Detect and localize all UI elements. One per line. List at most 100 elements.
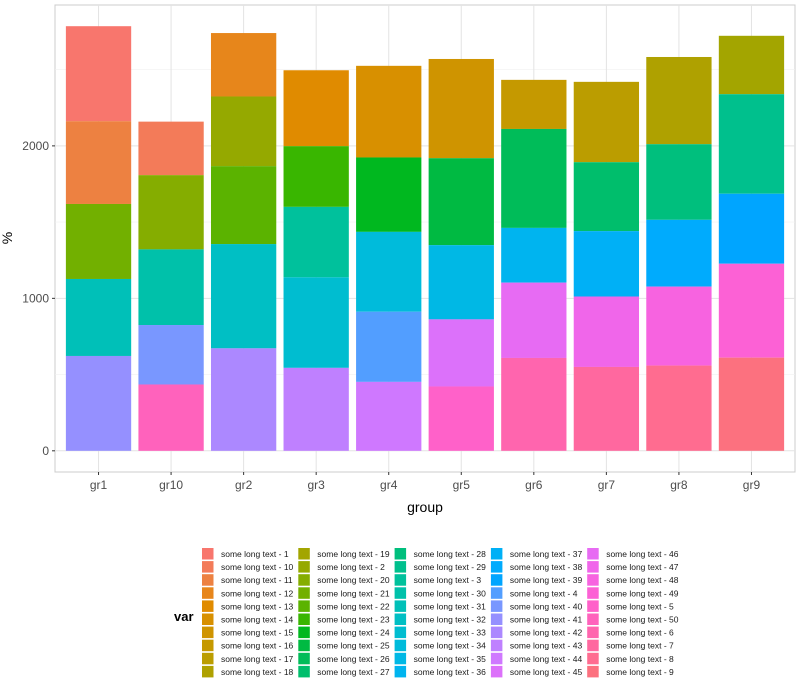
bar-segment-gr10-var-50 — [138, 384, 204, 451]
legend-key — [298, 639, 310, 652]
legend-item: some long text - 29 — [394, 561, 486, 573]
bar-stack-gr4 — [356, 65, 422, 451]
legend-key — [490, 561, 503, 573]
x-tick-label: gr8 — [670, 478, 688, 492]
legend-key — [298, 561, 310, 573]
x-tick-label: gr3 — [308, 478, 326, 492]
legend-item: some long text - 32 — [394, 613, 487, 625]
legend-key — [394, 665, 407, 678]
legend-label: some long text - 12 — [221, 588, 294, 598]
legend-item: some long text - 12 — [202, 587, 294, 599]
x-tick-label: gr9 — [743, 478, 761, 492]
bar-segment-gr8-var-18 — [646, 56, 712, 145]
bar-segment-gr2-var-22 — [210, 166, 277, 245]
legend-label: some long text - 30 — [414, 588, 487, 598]
legend-item: some long text - 31 — [394, 600, 486, 612]
x-tick-label: gr2 — [235, 478, 253, 492]
legend-item: some long text - 35 — [394, 652, 486, 665]
legend-key — [587, 639, 599, 652]
legend-label: some long text - 1 — [221, 549, 289, 559]
legend-item: some long text - 16 — [202, 639, 294, 652]
legend-key — [587, 652, 599, 665]
bars — [65, 26, 785, 451]
legend-key — [202, 574, 214, 586]
legend-key — [202, 548, 214, 560]
bar-segment-gr6-var-46 — [501, 282, 567, 358]
legend-key — [394, 639, 407, 652]
bar-segment-gr9-var-19 — [718, 35, 785, 95]
bar-segment-gr9-var-39 — [718, 193, 785, 264]
legend-key — [490, 639, 503, 652]
legend-key — [202, 639, 214, 652]
legend-item: some long text - 42 — [490, 626, 582, 639]
bar-segment-gr8-var-28 — [646, 144, 712, 220]
legend-key — [490, 665, 503, 678]
legend-key — [490, 600, 503, 612]
bar-segment-gr6-var-36 — [501, 227, 567, 283]
legend-title: var — [174, 609, 194, 624]
bar-segment-gr5-var-15 — [428, 58, 494, 159]
legend-item: some long text - 2 — [298, 561, 385, 573]
legend-key — [394, 548, 407, 560]
legend-label: some long text - 16 — [221, 641, 294, 651]
legend-key — [202, 652, 214, 665]
legend-item: some long text - 15 — [202, 626, 294, 639]
y-axis-title: % — [0, 232, 15, 244]
legend-item: some long text - 22 — [298, 600, 390, 612]
bar-stack-gr1 — [65, 26, 132, 451]
legend-label: some long text - 9 — [606, 667, 674, 677]
legend-item: some long text - 27 — [298, 665, 390, 678]
legend-label: some long text - 25 — [317, 641, 390, 651]
bar-segment-gr3-var-33 — [283, 277, 349, 368]
bar-segment-gr5-var-5 — [428, 386, 494, 451]
bar-segment-gr2-var-32 — [210, 244, 277, 349]
legend-label: some long text - 27 — [317, 667, 390, 677]
legend-label: some long text - 32 — [414, 615, 487, 625]
legend-item: some long text - 26 — [298, 652, 390, 665]
bar-segment-gr4-var-24 — [356, 157, 422, 232]
legend-item: some long text - 10 — [202, 561, 294, 573]
bar-segment-gr10-var-10 — [138, 121, 204, 176]
legend-label: some long text - 5 — [606, 601, 674, 611]
legend-key — [587, 548, 599, 560]
legend-label: some long text - 24 — [317, 628, 390, 638]
x-axis-ticks: gr1 gr10 gr2 gr3 gr4 gr5 gr6 gr7 gr8 gr9 — [90, 472, 761, 492]
legend-label: some long text - 39 — [510, 575, 583, 585]
bar-segment-gr10-var-30 — [138, 249, 204, 326]
legend-key — [587, 600, 599, 612]
x-tick-label: gr4 — [380, 478, 398, 492]
legend-label: some long text - 14 — [221, 615, 294, 625]
bar-segment-gr7-var-17 — [573, 81, 640, 163]
bar-segment-gr7-var-47 — [573, 296, 640, 367]
legend-label: some long text - 38 — [510, 562, 583, 572]
legend-item: some long text - 50 — [587, 613, 679, 625]
legend-item: some long text - 46 — [587, 548, 679, 560]
bar-stack-gr3 — [283, 70, 349, 451]
bar-stack-gr5 — [428, 58, 494, 451]
bar-segment-gr10-var-40 — [138, 325, 204, 385]
legend-label: some long text - 37 — [510, 549, 583, 559]
bar-segment-gr3-var-23 — [283, 146, 349, 207]
bar-segment-gr8-var-48 — [646, 286, 712, 366]
legend-key — [202, 561, 214, 573]
bar-stack-gr6 — [501, 79, 567, 451]
legend-item: some long text - 8 — [587, 652, 674, 665]
legend-key — [490, 574, 503, 586]
bar-segment-gr6-var-6 — [501, 357, 567, 451]
legend-item: some long text - 41 — [490, 613, 582, 625]
legend-label: some long text - 18 — [221, 667, 294, 677]
bar-segment-gr1-var-11 — [65, 121, 132, 204]
legend-label: some long text - 2 — [317, 562, 385, 572]
legend-item: some long text - 40 — [490, 600, 582, 612]
legend-item: some long text - 20 — [298, 574, 390, 586]
legend-label: some long text - 44 — [510, 654, 583, 664]
legend-label: some long text - 23 — [317, 615, 390, 625]
bar-segment-gr2-var-12 — [210, 33, 277, 97]
legend-item: some long text - 6 — [587, 626, 674, 639]
legend-item: some long text - 44 — [490, 652, 583, 665]
legend-label: some long text - 45 — [510, 667, 583, 677]
x-tick-label: gr6 — [525, 478, 543, 492]
legend-item: some long text - 38 — [490, 561, 583, 573]
legend-label: some long text - 7 — [606, 641, 674, 651]
